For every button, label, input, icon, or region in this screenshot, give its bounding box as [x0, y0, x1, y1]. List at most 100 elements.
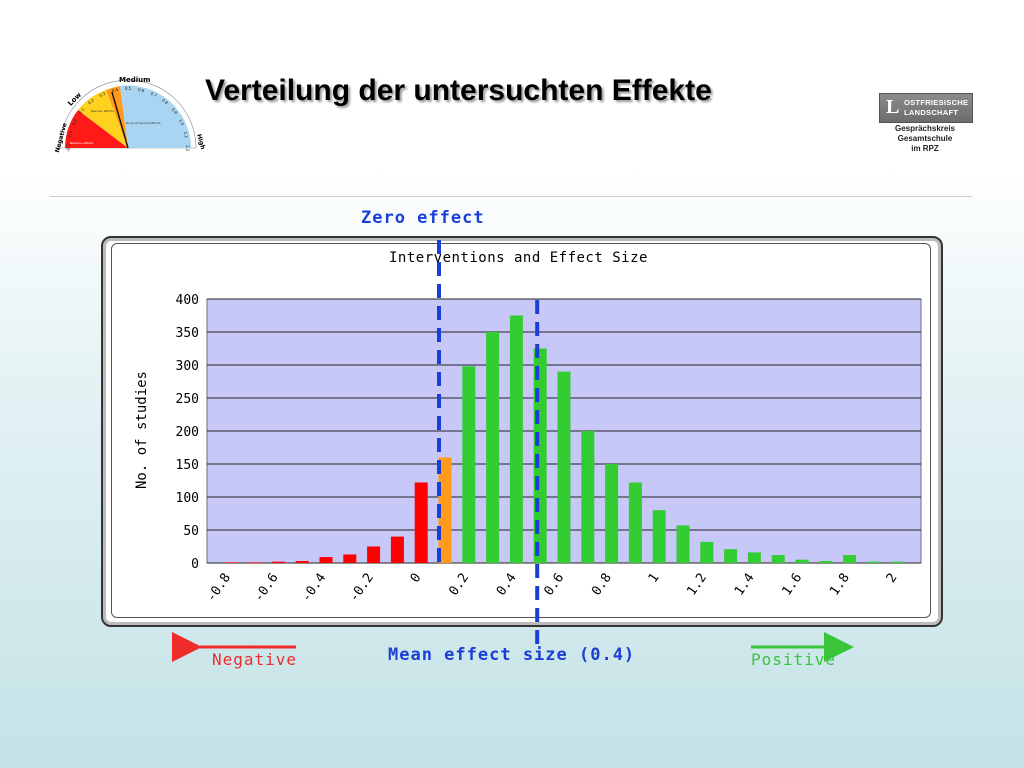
gauge-needle: [111, 91, 129, 149]
teacher-zone: [78, 90, 128, 148]
bar: [295, 561, 309, 563]
x-tick-label: 0: [408, 571, 425, 586]
y-axis-label: No. of studies: [134, 371, 150, 489]
reverse-zone: [65, 110, 128, 148]
logo-caption: Gesprächskreis Gesamtschule im RPZ: [870, 124, 980, 154]
y-tick-label: 100: [176, 491, 199, 506]
y-tick-label: 350: [176, 326, 199, 341]
bar: [747, 552, 761, 563]
bar: [414, 482, 428, 563]
bar: [771, 555, 785, 563]
bar: [438, 457, 452, 563]
y-tick-label: 150: [176, 458, 199, 473]
effect-barometer: Negative Low Medium High Reverse effects…: [54, 76, 206, 153]
gauge-tick-label: 1.2: [185, 145, 190, 152]
logo-caption-line: im RPZ: [911, 144, 939, 153]
bar: [271, 561, 285, 563]
logo-caption-line: Gesprächskreis: [894, 124, 956, 133]
x-tick-label: -0.4: [299, 571, 329, 605]
bar: [509, 315, 523, 563]
gauge-tick-label: -0.2: [66, 144, 71, 152]
gauge-tick-label: -0.1: [67, 130, 74, 139]
bar: [319, 557, 333, 563]
x-tick-label: 0.2: [446, 571, 472, 599]
y-tick-labels: 0 50 100 150 200 250 300 350 400: [176, 293, 199, 572]
developmental-zone: [106, 86, 128, 148]
gauge-tick-label: 0.5: [125, 86, 132, 91]
header-divider: [50, 196, 972, 197]
chart-title: Interventions and Effect Size: [389, 250, 648, 266]
bar: [652, 510, 666, 563]
bar: [343, 554, 357, 563]
bar: [462, 366, 476, 563]
y-tick-label: 0: [191, 557, 199, 572]
bar: [795, 559, 809, 563]
logo-mark: L: [886, 96, 900, 118]
x-tick-label: 1: [646, 571, 663, 586]
gauge-tick-label: 0.0: [71, 118, 78, 126]
gauge-label-high: High: [195, 133, 206, 150]
gauge-region-teacher: Teacher effects: [90, 109, 114, 113]
bar: [628, 482, 642, 563]
logo-caption-line: Gesamtschule: [897, 134, 953, 143]
gauge-tick-label: 0.2: [87, 97, 95, 105]
bar: [367, 546, 381, 563]
gauge-tick-labels: -0.2 -0.1 0.00.10.20.3 0.4 0.5 0.6 0.70.80.9 1.…: [66, 86, 190, 152]
y-tick-label: 50: [183, 524, 199, 539]
gauge-tick-label: 1.1: [183, 131, 189, 139]
bar: [224, 562, 238, 563]
x-tick-label: -0.6: [251, 571, 281, 605]
bar: [843, 555, 857, 563]
bar: [248, 562, 262, 563]
logo-line-1: OSTFRIESISCHE: [904, 98, 969, 107]
bar: [605, 464, 619, 563]
gauge-region-desired: Zone of desired effects: [126, 121, 161, 125]
bar: [676, 525, 690, 563]
negative-label: Negative: [212, 650, 298, 669]
gauge-tick-label: 0.1: [78, 107, 86, 115]
x-tick-label: 1.4: [732, 571, 758, 599]
logo-line-2: LANDSCHAFT: [904, 108, 959, 117]
mean-effect-label: Mean effect size (0.4): [388, 645, 636, 665]
x-tick-label: 1.6: [780, 571, 806, 599]
positive-label: Positive: [751, 650, 837, 669]
x-tick-label: 2: [884, 571, 901, 586]
gauge-tick-label: 0.6: [138, 87, 146, 93]
x-tick-label: -0.8: [204, 571, 234, 605]
gauge-label-medium: Medium: [119, 76, 150, 84]
x-tick-label: 1.8: [827, 571, 853, 599]
x-tick-label: 0.4: [494, 571, 520, 599]
bar: [581, 431, 595, 563]
desired-zone: [120, 85, 191, 148]
x-tick-label: 0.8: [589, 571, 615, 599]
x-tick-label: 0.6: [542, 571, 568, 599]
y-tick-label: 200: [176, 425, 199, 440]
chart-frame-inner: [111, 243, 931, 618]
gauge-tick-label: 0.3: [98, 91, 106, 98]
x-tick-label: -0.2: [347, 571, 377, 605]
bar: [486, 332, 500, 563]
gauge-tick-label: 0.4: [111, 87, 119, 93]
bar: [890, 561, 904, 563]
x-tick-labels: -0.8 -0.6 -0.4 -0.2 0 0.2 0.4 0.6 0.8 1 1.2 1.4 1.6 1…: [204, 571, 901, 605]
bar: [700, 541, 714, 563]
y-tick-label: 300: [176, 359, 199, 374]
organization-logo: L OSTFRIESISCHE LANDSCHAFT: [879, 93, 973, 123]
x-tick-label: 1.2: [684, 571, 710, 599]
bar: [390, 536, 404, 563]
bar: [724, 549, 738, 563]
slide-title: Verteilung der untersuchten Effekte: [205, 74, 712, 107]
reference-lines: [437, 240, 540, 645]
y-tick-label: 250: [176, 392, 199, 407]
bar: [866, 561, 880, 563]
gauge-tick-label: 0.9: [171, 107, 179, 115]
bar: [819, 561, 833, 563]
y-tick-label: 400: [176, 293, 199, 308]
gauge-tick-label: 1.0: [178, 118, 185, 126]
gauge-region-reverse: Reverse effects: [70, 141, 94, 145]
bar: [557, 371, 571, 563]
gauge-tick-label: 0.8: [161, 98, 169, 106]
gauge-tick-label: 0.7: [150, 91, 158, 98]
zero-effect-label: Zero effect: [361, 208, 485, 228]
